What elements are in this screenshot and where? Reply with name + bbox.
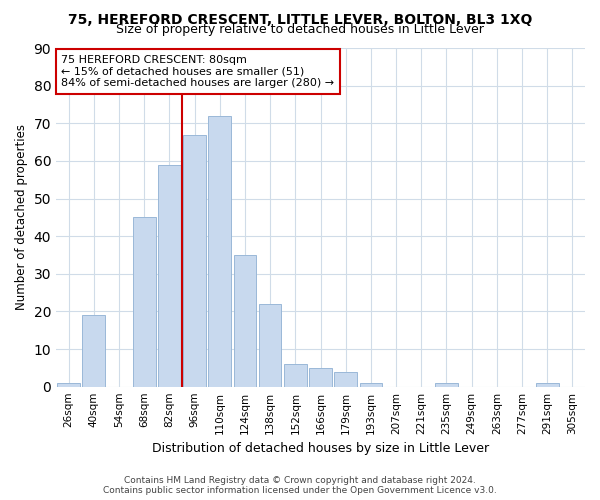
Text: 75 HEREFORD CRESCENT: 80sqm
← 15% of detached houses are smaller (51)
84% of sem: 75 HEREFORD CRESCENT: 80sqm ← 15% of det… <box>61 55 334 88</box>
Bar <box>208 116 231 386</box>
Text: 75, HEREFORD CRESCENT, LITTLE LEVER, BOLTON, BL3 1XQ: 75, HEREFORD CRESCENT, LITTLE LEVER, BOL… <box>68 12 532 26</box>
Text: Size of property relative to detached houses in Little Lever: Size of property relative to detached ho… <box>116 22 484 36</box>
Bar <box>435 383 458 386</box>
Bar <box>284 364 307 386</box>
Bar <box>536 383 559 386</box>
Text: Contains HM Land Registry data © Crown copyright and database right 2024.
Contai: Contains HM Land Registry data © Crown c… <box>103 476 497 495</box>
Bar <box>133 218 155 386</box>
Bar <box>158 164 181 386</box>
Bar <box>359 383 382 386</box>
Bar <box>58 383 80 386</box>
Bar <box>183 134 206 386</box>
Bar <box>334 372 357 386</box>
X-axis label: Distribution of detached houses by size in Little Lever: Distribution of detached houses by size … <box>152 442 489 455</box>
Bar <box>233 255 256 386</box>
Bar <box>82 315 105 386</box>
Bar <box>309 368 332 386</box>
Y-axis label: Number of detached properties: Number of detached properties <box>15 124 28 310</box>
Bar <box>259 304 281 386</box>
